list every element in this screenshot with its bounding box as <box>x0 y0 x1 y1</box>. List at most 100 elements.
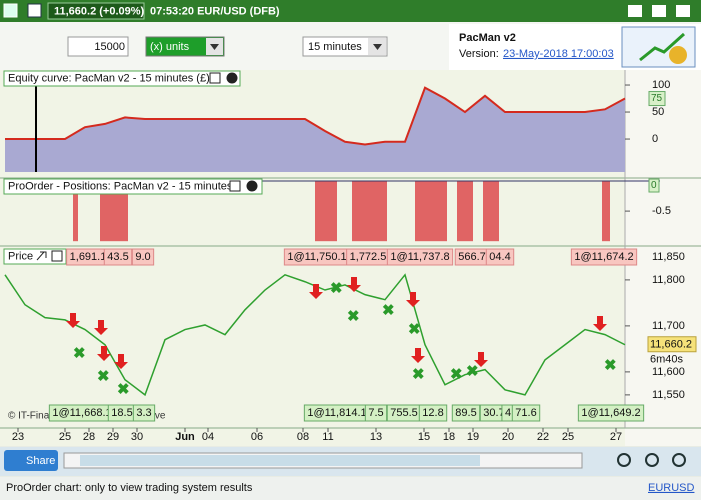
symbol-link[interactable]: EURUSD <box>648 482 695 494</box>
maximize-panel[interactable] <box>51 250 63 262</box>
x-tick-label: 25 <box>59 431 71 443</box>
close-panel[interactable] <box>226 72 238 84</box>
trade-label: 566.7 <box>458 251 486 263</box>
trade-label-box <box>131 248 155 266</box>
minimize[interactable] <box>628 5 642 17</box>
share-button[interactable] <box>4 450 58 471</box>
x-tick-label: 20 <box>502 431 514 443</box>
zoom-fit[interactable] <box>617 453 631 467</box>
trade-label: 7.5 <box>368 407 383 419</box>
trade-label-box <box>418 404 448 422</box>
panel-header <box>3 70 241 87</box>
current-price: 11,660.2 <box>650 339 692 351</box>
arrow <box>373 44 382 50</box>
position-bar <box>602 181 610 242</box>
plots <box>4 86 660 397</box>
y-tick-label: 11,800 <box>652 274 685 286</box>
y-tick-label: 50 <box>652 106 664 118</box>
trade-label: 43.5 <box>107 251 128 263</box>
status-text: ProOrder chart: only to view trading sys… <box>6 482 253 494</box>
version-link[interactable]: 23-May-2018 17:00:03 <box>503 48 614 60</box>
x-tick-label: 28 <box>83 431 95 443</box>
x-tick-label: 15 <box>418 431 430 443</box>
position-bar <box>73 181 78 242</box>
timeframe-select[interactable] <box>302 36 388 57</box>
coins <box>669 46 687 64</box>
x-tick-label: 25 <box>562 431 574 443</box>
trade-label: 9.0 <box>135 251 150 263</box>
price-scale-area <box>625 70 701 446</box>
zoom-out[interactable] <box>645 453 659 467</box>
unit-select[interactable] <box>145 36 225 57</box>
x-tick-label: 11 <box>322 431 333 443</box>
trade-label: 1@11,674.2 <box>574 251 633 263</box>
svg-text:✖: ✖ <box>450 366 463 383</box>
x-tick-label: 08 <box>297 431 309 443</box>
quantity-input[interactable] <box>67 36 129 57</box>
title-bar <box>0 0 701 22</box>
current-badge <box>648 91 666 107</box>
share-label: Share <box>26 455 55 467</box>
arrow <box>210 44 219 50</box>
y-tick-label: 11,850 <box>652 251 685 263</box>
maximize[interactable] <box>652 5 666 17</box>
svg-text:✖: ✖ <box>466 363 479 380</box>
panel-header <box>3 178 263 195</box>
countdown: 6m40s <box>650 354 684 366</box>
x-tick-label: Jun <box>175 431 195 443</box>
zoom-in[interactable] <box>672 453 686 467</box>
x-tick-label: 18 <box>443 431 455 443</box>
svg-text:✖: ✖ <box>382 302 395 319</box>
current-value: 75 <box>651 93 663 104</box>
trade-label-box <box>364 404 388 422</box>
trade-label: 89.5 <box>455 407 476 419</box>
trade-label: 1@11,750.1 <box>287 251 346 263</box>
svg-text:✖: ✖ <box>330 280 343 297</box>
x-tick-label: 13 <box>370 431 382 443</box>
trade-label: 30.7 <box>483 407 504 419</box>
current-badge <box>647 336 697 353</box>
version-label: Version: <box>459 48 499 60</box>
x-tick-label: 06 <box>251 431 263 443</box>
y-tick-label: 0 <box>652 133 658 145</box>
trade-label-box <box>451 404 481 422</box>
trade-label-box <box>103 248 133 266</box>
y-tick-label: 100 <box>652 79 670 91</box>
position-bar <box>315 181 337 242</box>
maximize-panel[interactable] <box>209 72 221 84</box>
maximize-panel[interactable] <box>229 180 241 192</box>
close-panel[interactable] <box>246 180 258 192</box>
x-tick-label: 04 <box>202 431 214 443</box>
close[interactable] <box>676 5 690 17</box>
y-tick-label: 11,700 <box>652 320 685 332</box>
position-bar <box>352 181 387 242</box>
exit-crosses: ✖✖✖✖✖ ✖✖✖ ✖ ✖ ✖ <box>73 280 617 398</box>
trade-label: 755.5 <box>390 407 418 419</box>
scroll-thumb[interactable] <box>80 455 480 466</box>
position-bar <box>415 181 447 242</box>
svg-text:✖: ✖ <box>408 321 421 338</box>
trade-label-box <box>570 248 638 266</box>
tool-icon[interactable] <box>36 251 47 261</box>
trade-label: 18.5 <box>111 407 132 419</box>
checkbox[interactable] <box>27 3 42 18</box>
trend-icon <box>639 32 686 62</box>
trade-label: 1@11,737.8 <box>390 251 449 263</box>
svg-text:✖: ✖ <box>73 345 86 362</box>
x-tick-label: 23 <box>12 431 24 443</box>
equity-line <box>5 86 626 146</box>
trade-label-box <box>511 404 541 422</box>
svg-text:✖: ✖ <box>347 308 360 325</box>
trade-label: 1@11,668.1 <box>52 407 111 419</box>
y-tick-label: -0.5 <box>652 205 671 217</box>
trade-label: 4 <box>505 407 511 419</box>
x-tick-label: 29 <box>107 431 119 443</box>
current-value: 0 <box>651 180 657 191</box>
system-name: PacMan v2 <box>459 32 516 44</box>
x-tick-label: 22 <box>537 431 549 443</box>
x-tick-label: 27 <box>610 431 622 443</box>
equity-title: Equity curve: PacMan v2 - 15 minutes (£) <box>8 72 210 84</box>
svg-text:✖: ✖ <box>604 357 617 374</box>
